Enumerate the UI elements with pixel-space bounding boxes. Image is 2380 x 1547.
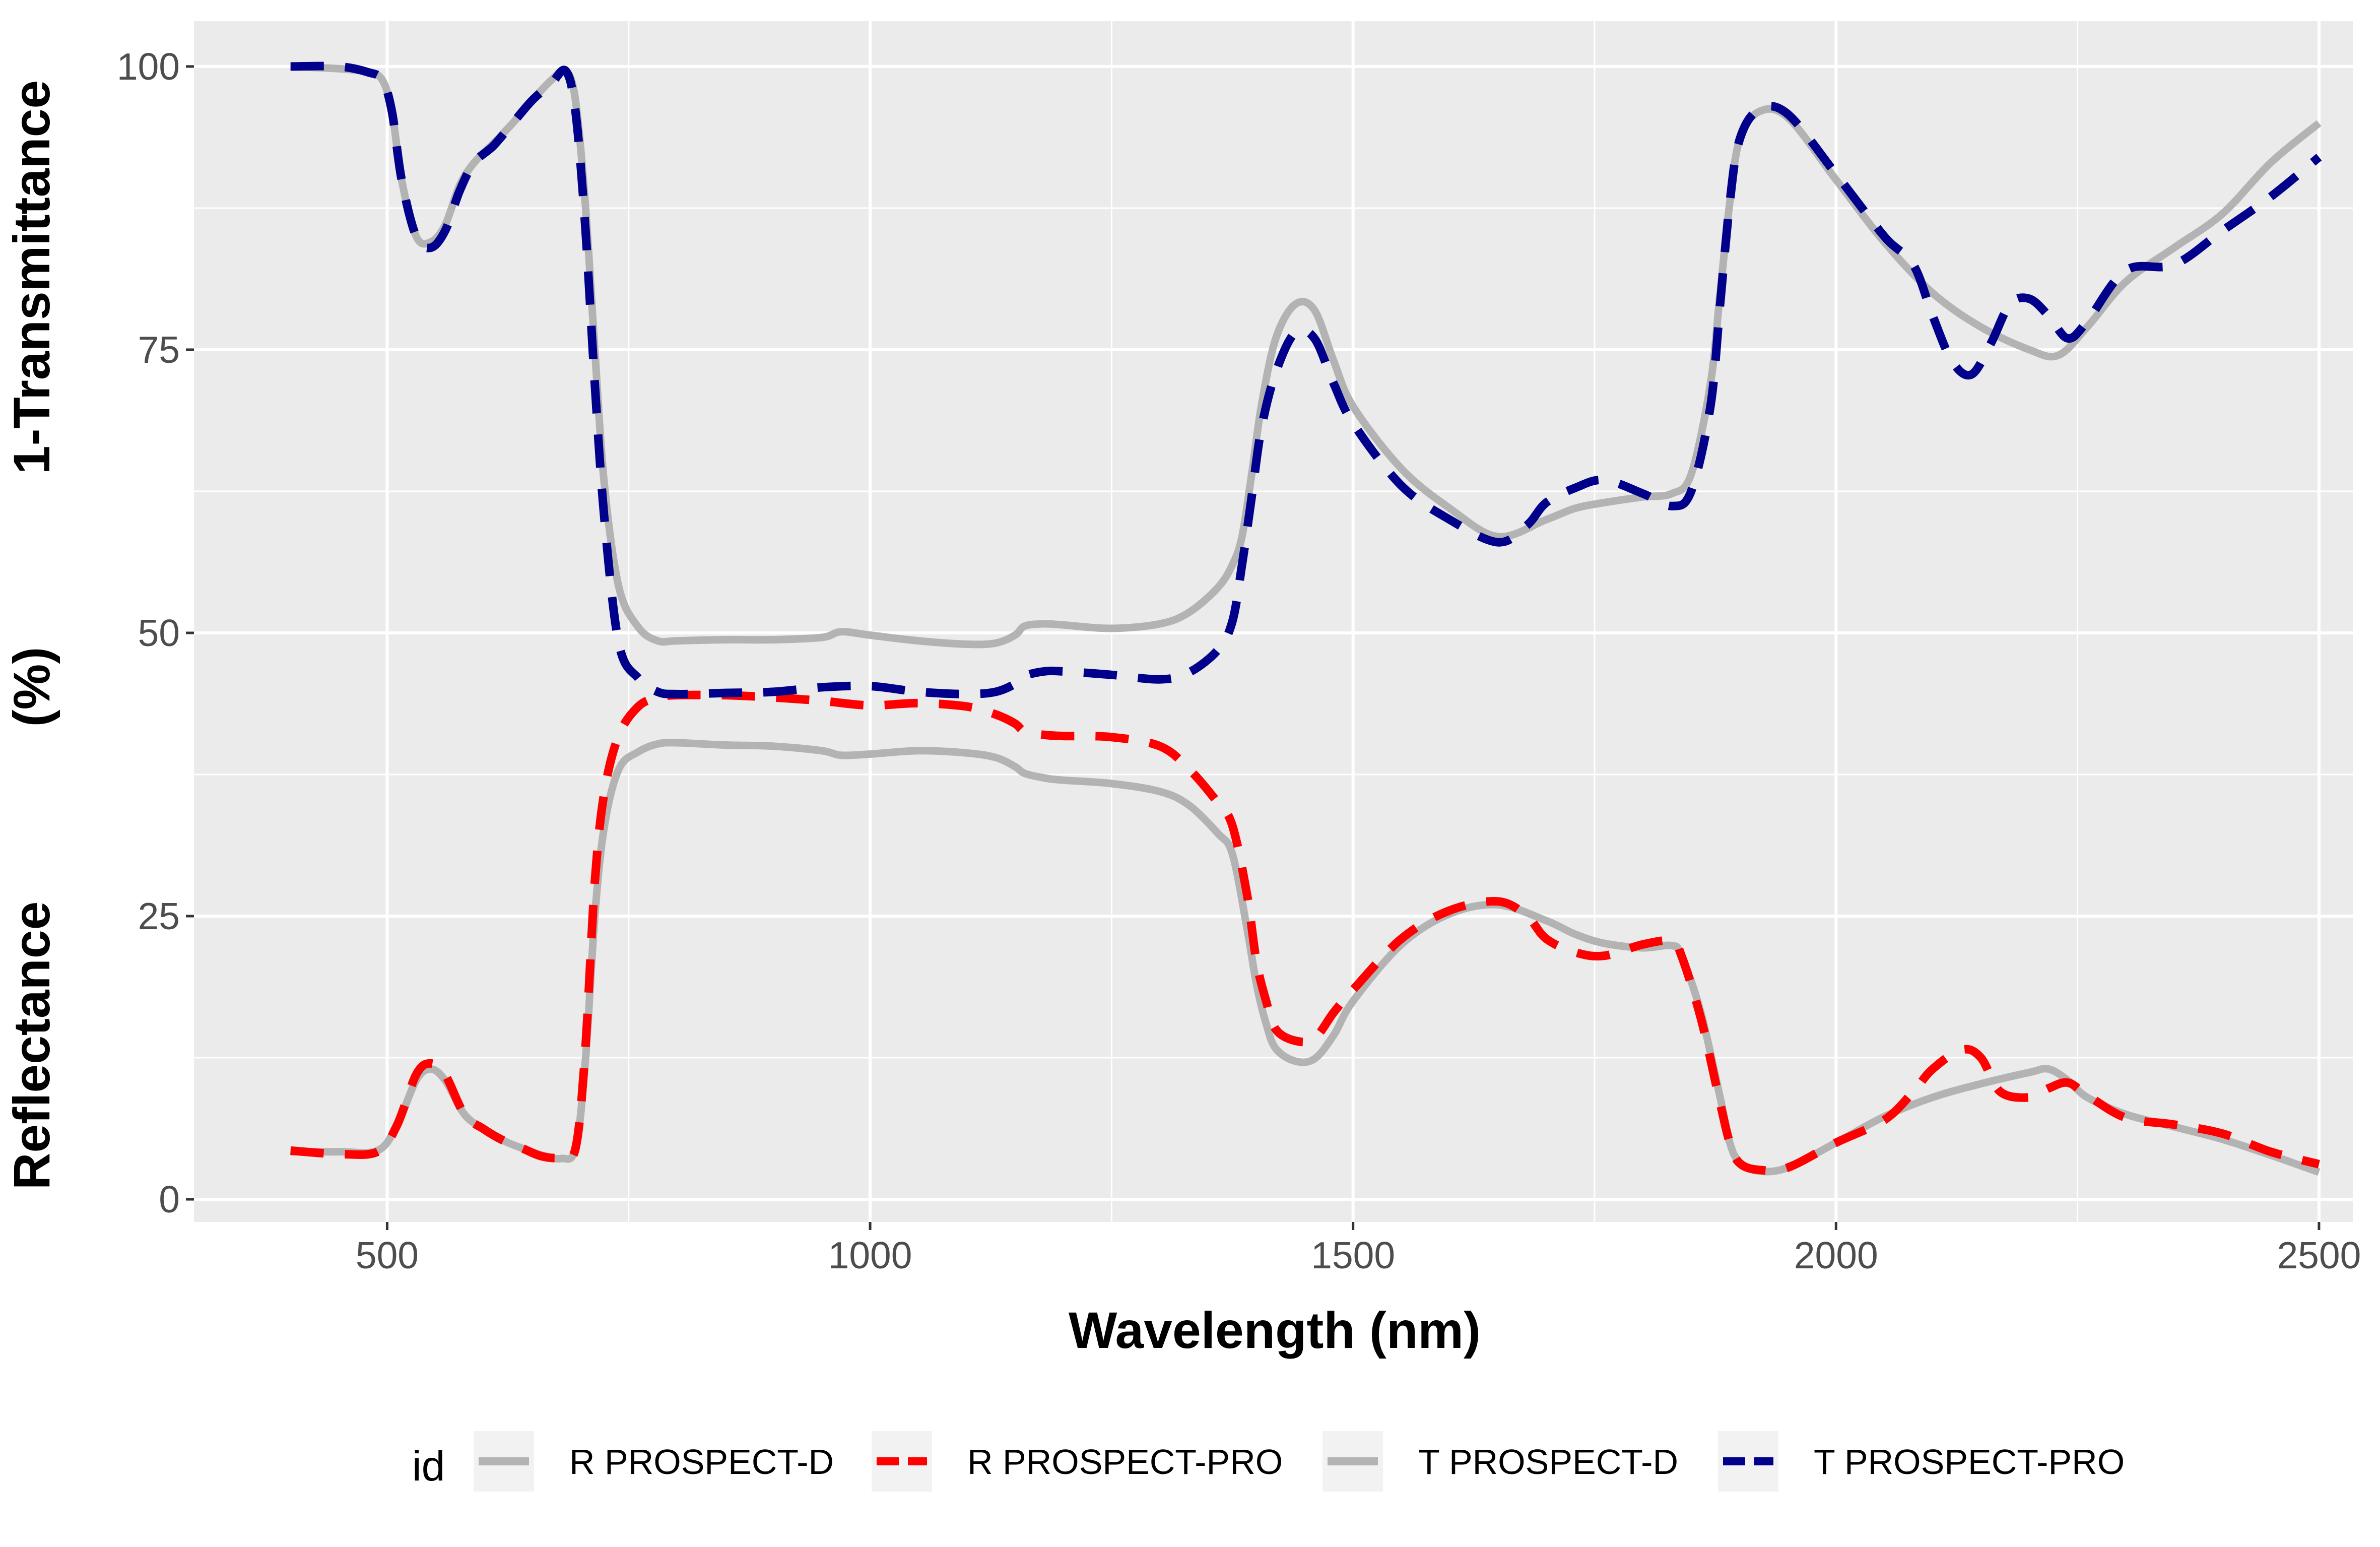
y-axis-title-percent: (%)	[3, 647, 60, 727]
grid-major	[194, 21, 2353, 1222]
legend-title: id	[412, 1442, 445, 1490]
legend-item-r-prospect-pro: R PROSPECT-PRO	[872, 1431, 1283, 1492]
x-tick-label: 2500	[2277, 1234, 2361, 1276]
grid-minor	[194, 21, 2353, 1222]
legend-label-t-prospect-d: T PROSPECT-D	[1418, 1442, 1678, 1481]
x-tick-label: 1500	[1311, 1234, 1395, 1276]
y-axis-title-reflectance: Reflectance	[3, 901, 60, 1190]
legend: id R PROSPECT-D R PROSPECT-PRO T PROSPECT-…	[412, 1431, 2125, 1492]
x-tick-label: 500	[356, 1234, 419, 1276]
y-tick-label: 0	[159, 1178, 180, 1220]
legend-label-r-prospect-d: R PROSPECT-D	[569, 1442, 834, 1481]
legend-label-r-prospect-pro: R PROSPECT-PRO	[967, 1442, 1283, 1481]
legend-label-t-prospect-pro: T PROSPECT-PRO	[1814, 1442, 2125, 1481]
series-layer	[290, 61, 2322, 1176]
legend-item-t-prospect-d: T PROSPECT-D	[1323, 1431, 1678, 1492]
y-axis-title: Reflectance (%) 1-Transmittance	[3, 80, 60, 1190]
y-axis-title-transmittance: 1-Transmittance	[3, 80, 60, 474]
x-tick-label: 2000	[1794, 1234, 1878, 1276]
series-line-r-prospect-pro	[290, 690, 2321, 1175]
legend-item-r-prospect-d: R PROSPECT-D	[474, 1431, 834, 1492]
plot-panel	[194, 21, 2353, 1222]
series-line-t-prospect-pro	[290, 61, 2322, 698]
x-axis-title: Wavelength (nm)	[1069, 1302, 1481, 1359]
y-tick-label: 100	[117, 45, 180, 88]
y-tick-label: 25	[138, 895, 180, 937]
y-tick-label: 50	[138, 612, 180, 654]
x-axis: 500 1000 1500 2000 2500	[356, 1222, 2361, 1276]
legend-item-t-prospect-pro: T PROSPECT-PRO	[1718, 1431, 2125, 1492]
y-axis: 0 25 50 75 100	[117, 45, 194, 1220]
x-tick-label: 1000	[828, 1234, 912, 1276]
y-tick-label: 75	[138, 329, 180, 371]
